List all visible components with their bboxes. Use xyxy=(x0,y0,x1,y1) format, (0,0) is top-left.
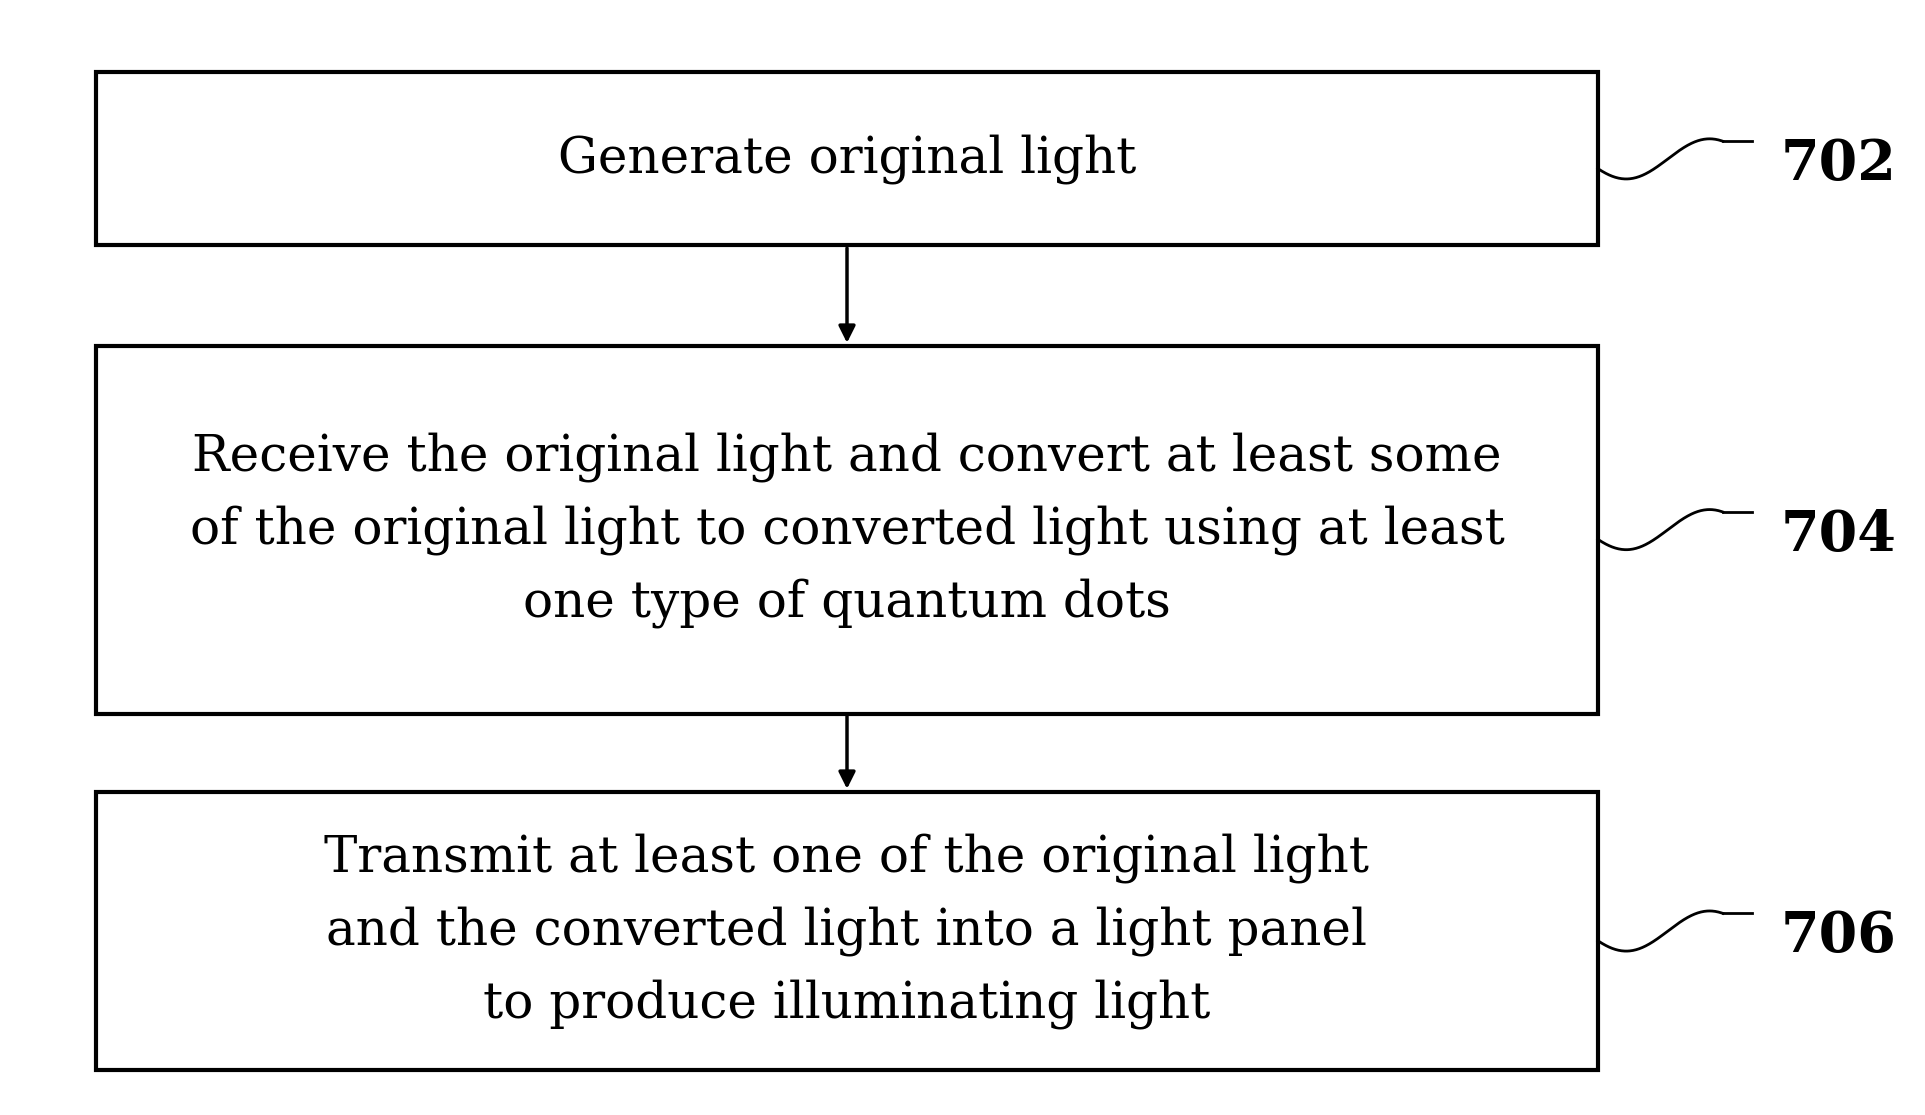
Text: 704: 704 xyxy=(1781,507,1896,563)
Text: Transmit at least one of the original light
and the converted light into a light: Transmit at least one of the original li… xyxy=(325,833,1369,1029)
Text: Receive the original light and convert at least some
of the original light to co: Receive the original light and convert a… xyxy=(189,432,1505,628)
Bar xyxy=(96,792,1598,1070)
Text: Generate original light: Generate original light xyxy=(558,134,1136,184)
Bar xyxy=(96,346,1598,714)
Text: 706: 706 xyxy=(1781,909,1896,964)
Bar xyxy=(96,72,1598,245)
Text: 702: 702 xyxy=(1781,137,1896,192)
